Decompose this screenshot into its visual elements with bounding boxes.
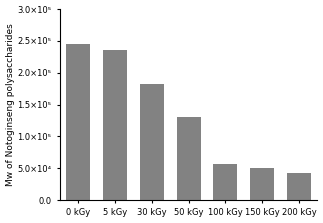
Bar	[66, 44, 90, 200]
Bar	[214, 164, 237, 200]
Bar	[103, 50, 127, 200]
Bar	[177, 117, 201, 200]
Bar	[287, 173, 311, 200]
Bar	[250, 168, 274, 200]
Bar	[140, 84, 164, 200]
Y-axis label: Mw of Notoginseng polysaccharides: Mw of Notoginseng polysaccharides	[5, 23, 15, 186]
